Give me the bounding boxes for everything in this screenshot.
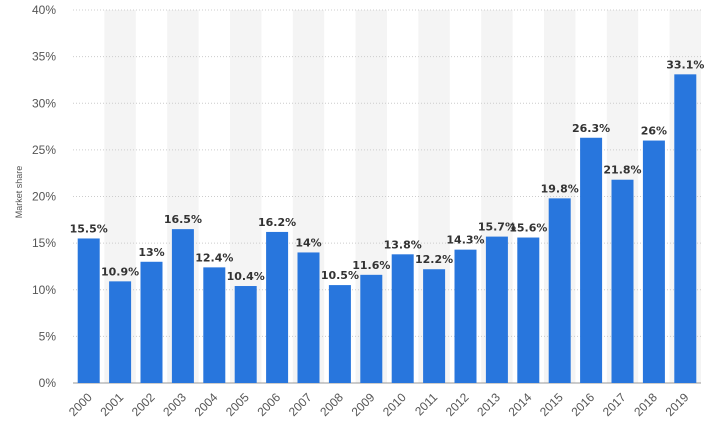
x-tick-2014: 2014 (506, 390, 535, 419)
x-axis-ticks: 2000 2001 2002 2003 2004 2005 2006 2007 2008 2009… (66, 390, 692, 419)
y-tick-10: 10% (32, 283, 56, 297)
bar-2008 (328, 285, 351, 383)
x-tick-2018: 2018 (631, 390, 660, 419)
bar-2003 (171, 229, 194, 383)
data-label-2005: 10.4% (227, 270, 265, 283)
data-label-2006: 16.2% (258, 216, 296, 229)
y-tick-15: 15% (32, 236, 56, 250)
bar-2004 (203, 267, 226, 383)
y-axis-ticks: 0% 5% 10% 15% 20% 25% 30% 35% 40% (32, 3, 56, 390)
data-label-2003: 16.5% (164, 213, 202, 226)
y-tick-5: 5% (39, 329, 57, 343)
data-label-2010: 13.8% (384, 238, 422, 251)
data-label-2002: 13% (138, 246, 164, 259)
data-label-2014: 15.6% (509, 222, 547, 235)
x-tick-2003: 2003 (160, 390, 189, 419)
bar-2006 (266, 231, 289, 383)
bar-2019 (674, 74, 697, 383)
x-tick-2016: 2016 (568, 390, 597, 419)
bar-2013 (485, 236, 508, 383)
bar-2001 (109, 281, 132, 383)
bar-2015 (548, 198, 571, 383)
y-tick-0: 0% (39, 376, 57, 390)
x-tick-2005: 2005 (223, 390, 252, 419)
x-tick-2006: 2006 (254, 390, 283, 419)
data-label-2013: 15.7% (478, 221, 516, 234)
x-tick-2017: 2017 (600, 390, 629, 419)
x-tick-2012: 2012 (443, 390, 472, 419)
bars (77, 74, 697, 383)
y-tick-40: 40% (32, 3, 56, 17)
bar-2011 (423, 269, 446, 383)
x-tick-2013: 2013 (474, 390, 503, 419)
bar-2009 (360, 274, 383, 383)
x-tick-2002: 2002 (129, 390, 158, 419)
y-axis-label: Market share (14, 166, 24, 219)
bar-2018 (642, 140, 665, 383)
x-tick-2008: 2008 (317, 390, 346, 419)
y-tick-25: 25% (32, 143, 56, 157)
bar-2012 (454, 249, 477, 383)
x-tick-2004: 2004 (192, 390, 221, 419)
x-tick-2010: 2010 (380, 390, 409, 419)
data-label-2004: 12.4% (195, 251, 233, 264)
x-tick-2009: 2009 (349, 390, 378, 419)
y-tick-30: 30% (32, 96, 56, 110)
bar-2014 (517, 237, 540, 383)
data-label-2001: 10.9% (101, 265, 139, 278)
data-label-2009: 11.6% (352, 259, 390, 272)
bar-2002 (140, 261, 163, 383)
data-label-2015: 19.8% (541, 182, 579, 195)
data-label-2017: 21.8% (603, 164, 641, 177)
data-label-2019: 33.1% (666, 58, 704, 71)
bar-2017 (611, 179, 634, 383)
data-label-2008: 10.5% (321, 269, 359, 282)
data-label-2012: 14.3% (446, 234, 484, 247)
x-tick-2019: 2019 (663, 390, 692, 419)
data-label-2007: 14% (295, 236, 321, 249)
x-tick-2011: 2011 (412, 390, 440, 418)
bar-2000 (77, 238, 100, 383)
y-tick-35: 35% (32, 50, 56, 64)
x-tick-2015: 2015 (537, 390, 566, 419)
bar-2005 (234, 286, 257, 383)
y-tick-20: 20% (32, 190, 56, 204)
x-tick-2007: 2007 (286, 390, 315, 419)
data-label-2000: 15.5% (70, 222, 108, 235)
x-tick-2001: 2001 (97, 390, 126, 419)
bar-2010 (391, 254, 414, 383)
data-labels: 15.5% 10.9% 13% 16.5% 12.4% 10.4% 16.2% 14% 10.5… (70, 58, 705, 283)
data-label-2011: 12.2% (415, 253, 453, 266)
data-label-2018: 26% (641, 125, 667, 138)
data-label-2016: 26.3% (572, 122, 610, 135)
bar-2007 (297, 252, 320, 383)
bar-2016 (580, 137, 603, 383)
x-tick-2000: 2000 (66, 390, 95, 419)
